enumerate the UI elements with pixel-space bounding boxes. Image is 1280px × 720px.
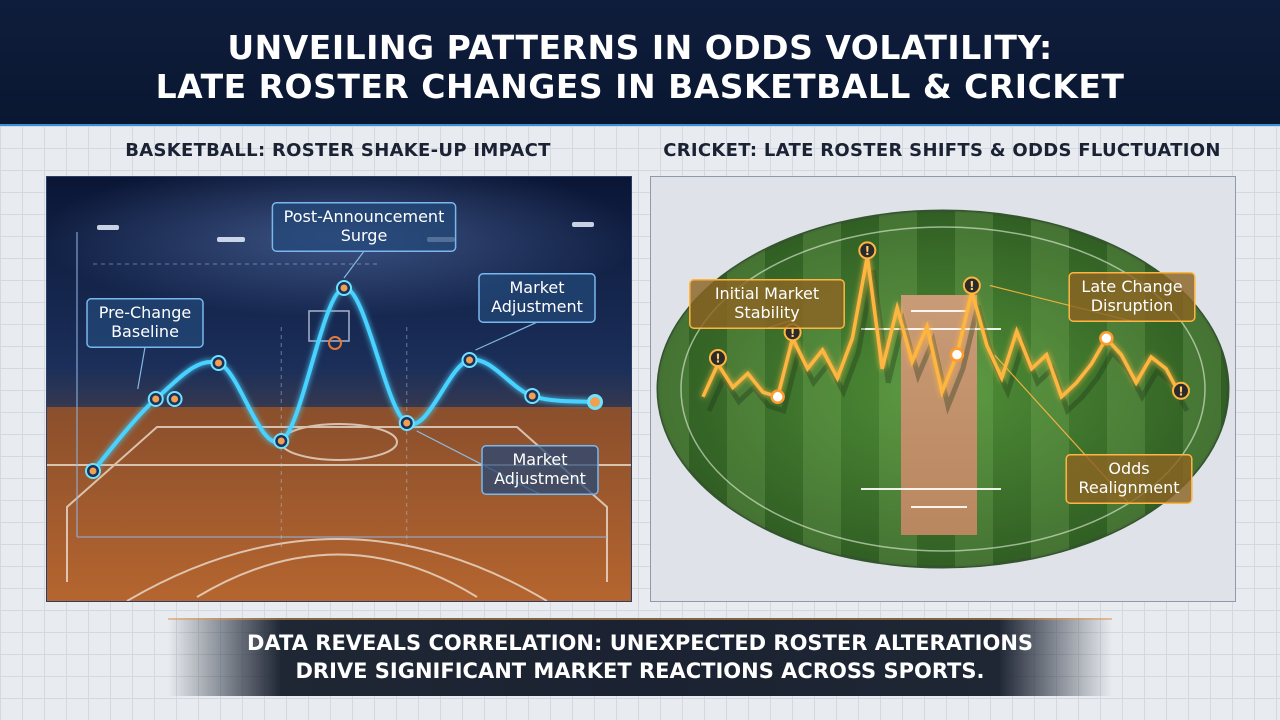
svg-text:!: ! — [715, 352, 720, 366]
cricket-annotation-text: Late Change — [1081, 277, 1182, 296]
basketball-chart-title: BASKETBALL: ROSTER SHAKE-UP IMPACT — [125, 140, 551, 161]
header-banner: UNVEILING PATTERNS IN ODDS VOLATILITY: L… — [0, 0, 1280, 127]
basketball-annotation-text: Market — [510, 278, 565, 297]
basketball-annotation-text: Surge — [341, 226, 388, 245]
footer-caption: DATA REVEALS CORRELATION: UNEXPECTED ROS… — [168, 618, 1112, 696]
basketball-point-marker — [461, 352, 478, 368]
svg-text:!: ! — [790, 326, 795, 340]
footer-line-2: DRIVE SIGNIFICANT MARKET REACTIONS ACROS… — [295, 659, 985, 683]
page-title-line-1: UNVEILING PATTERNS IN ODDS VOLATILITY: — [227, 28, 1053, 67]
warning-icon: ! — [1172, 381, 1190, 400]
basketball-annotation-box — [481, 445, 599, 495]
basketball-baseline-marker — [166, 391, 183, 407]
cricket-annotation-text: Initial Market — [715, 284, 819, 303]
basketball-annotation-text: Baseline — [111, 322, 179, 341]
basketball-annotation-box — [86, 298, 204, 348]
axes — [76, 232, 607, 538]
basketball-end-marker — [588, 395, 602, 409]
cricket-series-line — [701, 256, 1183, 400]
footer-line-1: DATA REVEALS CORRELATION: UNEXPECTED ROS… — [246, 631, 1034, 655]
basketball-point-marker — [398, 415, 415, 431]
svg-text:!: ! — [865, 244, 870, 258]
page-title-line-2: LATE ROSTER CHANGES IN BASKETBALL & CRIC… — [155, 67, 1125, 106]
cricket-chart-title: CRICKET: LATE ROSTER SHIFTS & ODDS FLUCT… — [663, 140, 1221, 161]
warning-icon: ! — [858, 241, 877, 260]
warning-icon: ! — [962, 276, 981, 295]
basketball-annotation-text: Pre-Change — [99, 303, 191, 322]
basketball-annotation-box — [478, 273, 596, 323]
basketball-annotation-box — [271, 202, 457, 252]
warning-icon: ! — [708, 349, 727, 368]
cricket-annotation-text: Odds — [1108, 459, 1149, 478]
basketball-point-marker — [210, 355, 227, 371]
basketball-point-marker — [147, 391, 164, 407]
cricket-point-marker — [770, 389, 785, 405]
basketball-point-marker — [273, 433, 290, 449]
basketball-chart-panel: Pre-Change Baseline Post-Announcement Surge… — [46, 176, 632, 602]
cricket-annotation-box — [689, 279, 845, 329]
cricket-annotation-text: Disruption — [1091, 296, 1174, 315]
cricket-point-marker — [1099, 331, 1114, 346]
basketball-annotation-leader — [343, 250, 365, 279]
basketball-annotation-text: Post-Announcement — [284, 207, 445, 226]
basketball-annotation-leader — [475, 321, 538, 351]
cricket-annotation-box — [1065, 454, 1193, 504]
cricket-annotation-text: Realignment — [1078, 478, 1179, 497]
cricket-annotation-text: Stability — [734, 303, 799, 322]
basketball-annotation-text: Adjustment — [494, 469, 586, 488]
basketball-point-marker — [336, 280, 352, 296]
cricket-series-shadow — [706, 269, 1190, 416]
svg-text:!: ! — [969, 279, 974, 293]
svg-text:!: ! — [1178, 384, 1183, 398]
basketball-annotation-leader — [137, 347, 146, 390]
basketball-point-marker — [524, 388, 541, 404]
cricket-chart-panel: !!!!! Initial Market Stability Late Change… — [650, 176, 1236, 602]
cricket-annotation-box — [1068, 272, 1196, 322]
basketball-point-marker — [85, 463, 101, 479]
basketball-annotation-text: Adjustment — [491, 297, 583, 316]
cricket-point-marker — [949, 347, 965, 362]
basketball-annotation-text: Market — [513, 450, 568, 469]
basketball-markers — [85, 280, 603, 479]
